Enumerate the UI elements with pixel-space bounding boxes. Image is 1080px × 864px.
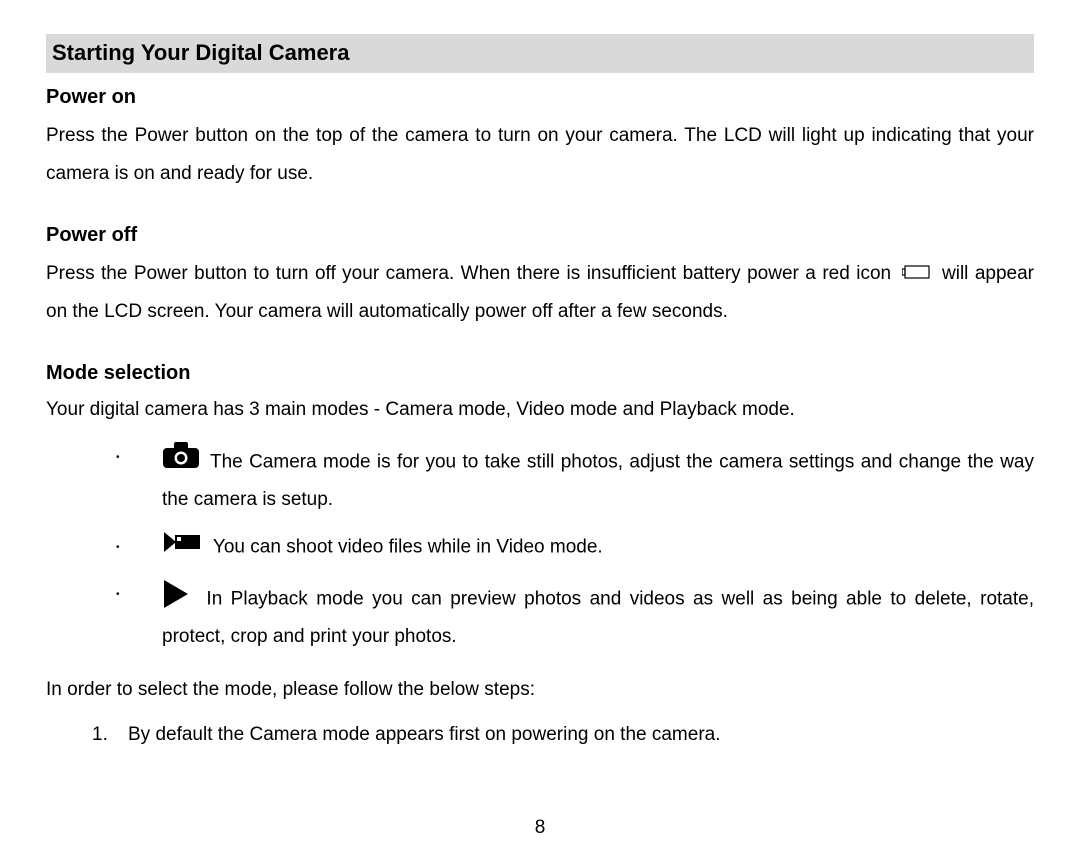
power-on-text: Press the Power button on the top of the… [46,117,1034,193]
list-item: You can shoot video files while in Video… [116,531,1034,564]
step-text: By default the Camera mode appears first… [128,724,721,745]
power-off-text: Press the Power button to turn off your … [46,255,1034,331]
video-icon [162,531,202,564]
mode-selection-intro: Your digital camera has 3 main modes - C… [46,393,1034,427]
list-item: 1. By default the Camera mode appears fi… [92,722,1034,749]
power-off-text-before: Press the Power button to turn off your … [46,263,898,284]
battery-icon [902,255,932,293]
page-number: 8 [0,815,1080,842]
power-on-heading: Power on [46,83,1034,111]
section-title: Starting Your Digital Camera [46,34,1034,73]
mode-item-text: You can shoot video files while in Video… [208,536,603,557]
mode-item-text: In Playback mode you can preview photos … [162,589,1034,648]
steps-intro: In order to select the mode, please foll… [46,677,1034,704]
step-number: 1. [92,722,108,749]
mode-list: The Camera mode is for you to take still… [46,441,1034,653]
list-item: The Camera mode is for you to take still… [116,441,1034,517]
camera-icon [162,441,200,480]
mode-selection-heading: Mode selection [46,359,1034,387]
ordered-list: 1. By default the Camera mode appears fi… [46,722,1034,749]
power-off-heading: Power off [46,221,1034,249]
mode-item-text: The Camera mode is for you to take still… [162,452,1034,511]
list-item: In Playback mode you can preview photos … [116,578,1034,654]
play-icon [162,578,190,621]
